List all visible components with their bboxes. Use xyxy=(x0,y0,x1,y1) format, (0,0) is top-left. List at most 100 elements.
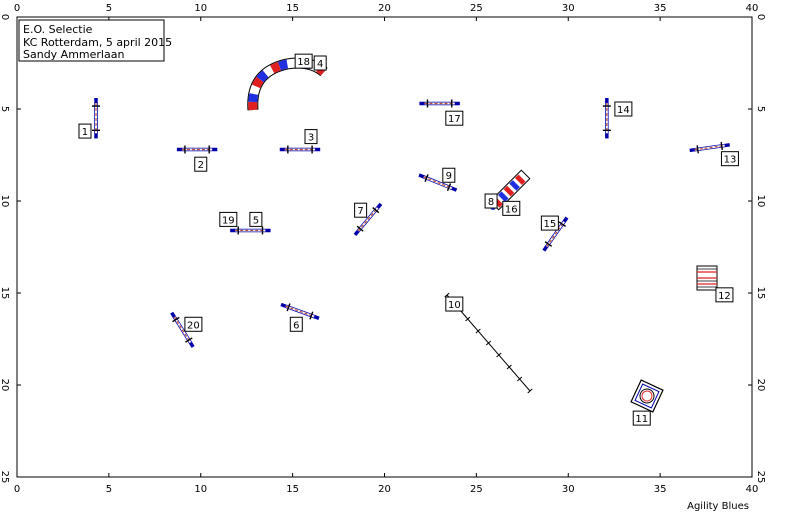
dogwalk-slat xyxy=(517,376,523,382)
number-text: 10 xyxy=(448,300,461,311)
number-text: 3 xyxy=(308,133,314,144)
dogwalk-slat xyxy=(444,292,450,298)
number-text: 6 xyxy=(293,320,299,331)
jump-stand xyxy=(356,225,364,232)
tunnel-stripe xyxy=(503,185,515,197)
number-box xyxy=(219,211,238,227)
number-text: 18 xyxy=(297,57,310,68)
tunnel-stripe xyxy=(497,191,509,203)
dogwalk-slat xyxy=(506,364,512,370)
tyre-frame xyxy=(630,379,664,413)
number-box xyxy=(194,156,208,172)
x-tick-label-top: 10 xyxy=(194,3,207,14)
x-tick-label-top: 20 xyxy=(378,3,391,14)
y-tick-label-left: 20 xyxy=(0,379,10,392)
header-event: E.O. Selectie xyxy=(23,23,93,36)
jump-17 xyxy=(419,99,460,108)
jump-bar-stripes xyxy=(694,144,725,151)
number-box xyxy=(445,296,464,312)
num-3: 3 xyxy=(304,129,318,145)
jump-15 xyxy=(542,216,569,252)
number-box xyxy=(294,53,313,69)
number-box xyxy=(184,316,203,332)
jumps xyxy=(92,97,730,348)
y-tick-label-right: 5 xyxy=(755,106,766,112)
jump-bar-stripes xyxy=(173,316,191,343)
number-box xyxy=(289,316,303,332)
x-tick-label-bottom: 10 xyxy=(194,484,207,495)
y-tick-label-right: 20 xyxy=(755,379,766,392)
jump-stand xyxy=(172,316,180,323)
jump-stand xyxy=(286,303,291,312)
num-4: 4 xyxy=(313,55,327,71)
tunnel-stripe xyxy=(509,180,520,191)
jump-stand xyxy=(544,241,553,247)
number-text: 5 xyxy=(253,215,259,226)
number-text: 17 xyxy=(448,114,461,125)
number-box xyxy=(249,211,263,227)
number-box xyxy=(442,167,456,183)
jump-stand xyxy=(696,145,699,154)
num-19: 19 xyxy=(219,211,238,227)
dogwalk-slat xyxy=(527,388,533,394)
number-text: 13 xyxy=(724,155,737,166)
number-text: 1 xyxy=(82,127,88,138)
number-text: 19 xyxy=(222,215,235,226)
dogwalk-slat xyxy=(465,316,471,322)
jump-stand xyxy=(372,207,380,214)
number-box xyxy=(715,287,734,303)
number-text: 12 xyxy=(718,291,731,302)
jump-13 xyxy=(689,141,730,154)
num-14: 14 xyxy=(614,101,633,117)
jump-3 xyxy=(279,145,321,154)
jump-1 xyxy=(92,97,101,139)
number-text: 7 xyxy=(357,206,363,217)
number-box xyxy=(502,200,521,216)
num-5: 5 xyxy=(249,211,263,227)
jump-bar-stripes xyxy=(357,207,379,232)
x-tick-label-top: 15 xyxy=(286,3,299,14)
num-16: 16 xyxy=(502,200,521,216)
num-15: 15 xyxy=(540,215,559,231)
x-tick-label-top: 30 xyxy=(562,3,575,14)
jump-stand xyxy=(720,141,723,151)
x-tick-label-top: 35 xyxy=(654,3,667,14)
num-1: 1 xyxy=(78,123,92,139)
wall-obstacle xyxy=(696,265,718,291)
x-tick-label-bottom: 20 xyxy=(378,484,391,495)
number-text: 15 xyxy=(544,219,557,230)
x-tick-label-top: 0 xyxy=(14,3,20,14)
num-6: 6 xyxy=(289,316,303,332)
x-tick-label-bottom: 15 xyxy=(286,484,299,495)
header-judge: Sandy Ammerlaan xyxy=(23,48,124,61)
number-text: 8 xyxy=(488,197,494,208)
jump-7 xyxy=(353,202,383,237)
course-header: E.O. Selectie KC Rotterdam, 5 april 2015… xyxy=(18,19,172,62)
number-text: 20 xyxy=(187,320,200,331)
jump-stand xyxy=(424,174,429,183)
number-text: 16 xyxy=(505,204,518,215)
field-border xyxy=(16,16,753,478)
number-text: 11 xyxy=(635,414,648,425)
x-tick-label-bottom: 0 xyxy=(14,484,20,495)
jump-bar-stripes xyxy=(285,305,315,318)
number-box xyxy=(614,101,633,117)
number-box xyxy=(720,151,739,167)
y-tick-label-right: 0 xyxy=(755,14,766,20)
tunnel-curved xyxy=(247,57,328,111)
jump-5 xyxy=(230,226,271,235)
num-11: 11 xyxy=(632,410,651,426)
tunnel-curved-fill xyxy=(248,58,327,111)
number-box xyxy=(354,202,368,218)
tyre-ring-inner xyxy=(641,390,653,402)
x-tick-label-top: 25 xyxy=(470,3,483,14)
tyre-frame-inner xyxy=(634,383,660,409)
header-club-date: KC Rotterdam, 5 april 2015 xyxy=(23,36,172,49)
number-text: 9 xyxy=(446,171,452,182)
x-tick-label-bottom: 40 xyxy=(746,484,759,495)
number-box xyxy=(445,110,464,126)
x-tick-label-bottom: 35 xyxy=(654,484,667,495)
jump-9 xyxy=(418,173,458,192)
